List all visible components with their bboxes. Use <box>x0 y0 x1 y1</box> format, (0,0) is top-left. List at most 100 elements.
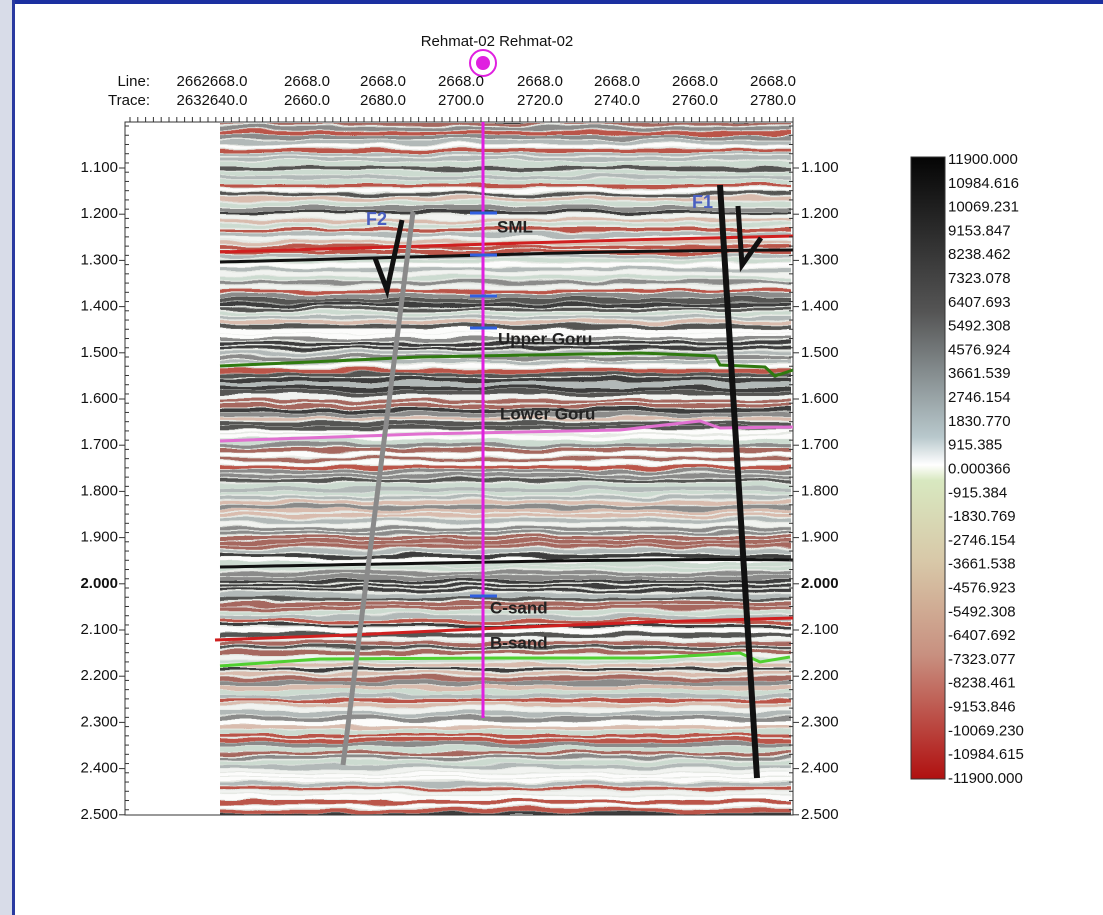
seismic-stripe <box>200 246 810 249</box>
colorbar-label: 0.000366 <box>948 460 1011 477</box>
time-label-right: 1.400 <box>801 298 839 315</box>
colorbar-label: 3661.539 <box>948 365 1011 382</box>
seismic-stripe <box>200 378 810 382</box>
time-label-left: 1.300 <box>80 251 118 268</box>
seismic-stripe <box>200 303 810 306</box>
seismic-stripe <box>200 681 810 685</box>
colorbar-label: -8238.461 <box>948 675 1016 692</box>
colorbar-label: -2746.154 <box>948 532 1016 549</box>
seismic-stripe <box>200 576 810 580</box>
seismic-stripe <box>200 457 810 460</box>
time-label-left: 2.400 <box>80 760 118 777</box>
window-border <box>0 0 12 915</box>
seismic-stripe <box>200 153 810 156</box>
seismic-stripe <box>200 549 810 552</box>
trace-label: Trace: <box>108 92 150 109</box>
colorbar-label: -10069.230 <box>948 722 1024 739</box>
colorbar-label: -11900.000 <box>948 770 1023 787</box>
colorbar-label: -915.384 <box>948 484 1007 501</box>
trace-value: 2680.0 <box>360 92 406 109</box>
seismic-stripe <box>200 505 810 509</box>
colorbar-label: -6407.692 <box>948 627 1016 644</box>
seismic-stripe <box>200 514 810 517</box>
seismic-stripe <box>200 470 810 473</box>
seismic-stripe <box>200 589 810 592</box>
colorbar-label: -5492.308 <box>948 603 1016 620</box>
seismic-stripe <box>200 488 810 492</box>
seismic-stripe <box>200 290 810 293</box>
horizon-label: Lower Goru <box>500 404 595 423</box>
time-label-left: 1.700 <box>80 436 118 453</box>
fault-label: F2 <box>366 209 387 229</box>
time-label-left: 2.500 <box>80 806 118 823</box>
seismic-stripe <box>200 584 810 587</box>
colorbar-label: 8238.462 <box>948 246 1011 263</box>
seismic-stripe <box>200 386 810 390</box>
colorbar-label: 7323.078 <box>948 270 1011 287</box>
seismic-stripe <box>200 721 810 725</box>
seismic-stripe <box>200 545 810 548</box>
seismic-stripe <box>200 373 810 376</box>
time-label-right: 1.300 <box>801 251 839 268</box>
colorbar-label: 6407.693 <box>948 294 1011 311</box>
line-value: 2668.0 <box>517 73 563 90</box>
time-label-left: 1.600 <box>80 390 118 407</box>
seismic-stripe <box>200 791 810 794</box>
line-value: 2668.0 <box>284 73 330 90</box>
seismic-stripe <box>200 800 810 804</box>
seismic-stripe <box>200 118 810 122</box>
seismic-stripe <box>200 668 810 671</box>
seismic-stripe <box>200 690 810 694</box>
seismic-stripe <box>200 448 810 452</box>
seismic-stripe <box>200 474 810 477</box>
window-border <box>0 0 1103 4</box>
colorbar-label: -10984.615 <box>948 746 1024 763</box>
horizon-label: SML <box>497 217 533 236</box>
seismic-stripe <box>200 307 810 310</box>
time-label-right: 1.600 <box>801 390 839 407</box>
line-value: 2668.0 <box>594 73 640 90</box>
seismic-stripe <box>200 210 810 213</box>
colorbar-label: 10069.231 <box>948 199 1019 216</box>
seismic-stripe <box>200 479 810 482</box>
time-label-left: 1.800 <box>80 482 118 499</box>
seismic-stripe <box>200 593 810 597</box>
colorbar-label: 10984.616 <box>948 175 1019 192</box>
seismic-section: Rehmat-02 Rehmat-02 Line: Trace: SML Upp… <box>0 0 1103 915</box>
seismic-stripe <box>200 281 810 284</box>
seismic-stripe <box>200 400 810 403</box>
seismic-stripe <box>200 492 810 495</box>
horizon-label: B-sand <box>490 633 548 652</box>
seismic-stripe <box>200 708 810 712</box>
seismic-stripe <box>200 122 810 125</box>
time-label-right: 2.200 <box>801 667 839 684</box>
line-value: 2668.0 <box>360 73 406 90</box>
seismic-stripe <box>200 703 810 706</box>
seismic-stripe <box>200 756 810 759</box>
time-label-right: 1.700 <box>801 436 839 453</box>
seismic-stripe <box>200 496 810 499</box>
horizon-label: Upper Goru <box>498 329 592 348</box>
seismic-stripe <box>200 778 810 781</box>
seismic-stripe <box>200 571 810 575</box>
seismic-stripe <box>200 127 810 130</box>
seismic-stripe <box>200 140 810 144</box>
seismic-stripe <box>200 699 810 702</box>
colorbar-label: -4576.923 <box>948 580 1016 597</box>
time-label-right: 2.500 <box>801 806 839 823</box>
time-label-left: 1.100 <box>80 159 118 176</box>
seismic-stripe <box>200 760 810 764</box>
time-label-right: 1.800 <box>801 482 839 499</box>
colorbar-label: 5492.308 <box>948 318 1011 335</box>
seismic-stripe <box>200 316 810 319</box>
time-label-left: 1.500 <box>80 344 118 361</box>
seismic-stripe <box>200 725 810 728</box>
seismic-stripe <box>200 382 810 386</box>
seismic-stripe <box>200 787 810 790</box>
seismic-stripe <box>200 672 810 675</box>
seismic-stripe <box>200 325 810 329</box>
time-label-left: 2.200 <box>80 667 118 684</box>
seismic-stripe <box>200 686 810 690</box>
window-border <box>12 0 15 915</box>
colorbar-label: 915.385 <box>948 437 1002 454</box>
